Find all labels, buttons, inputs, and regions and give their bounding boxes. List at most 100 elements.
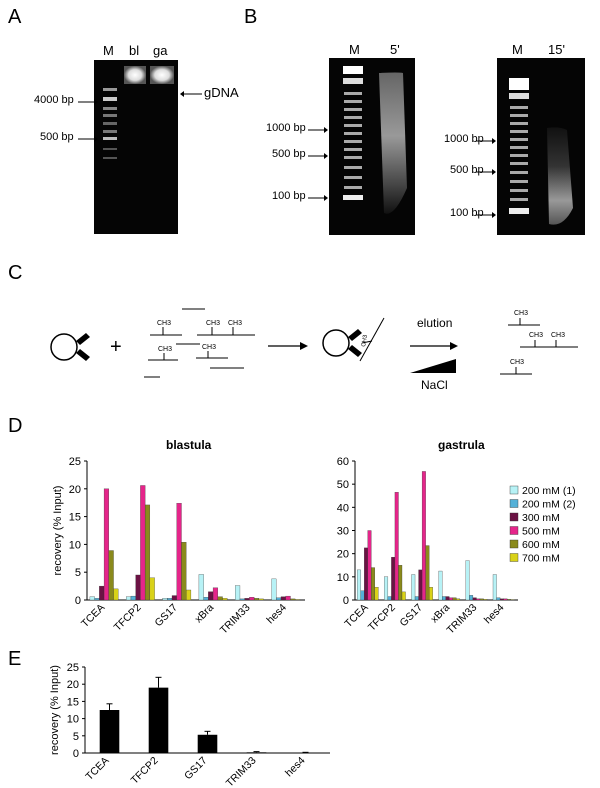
bar [401,591,406,601]
bar [108,550,114,601]
bar [176,503,182,601]
lane-label-m: M [512,42,523,57]
gel-image-b-left [329,58,415,235]
bar [280,596,286,601]
x-tick-label: TCEA [83,755,111,783]
bar [89,596,95,601]
chart-e: 0 5 10 15 20 25 recovery (% Input) TCEA TFCP2 GS1… [49,662,330,788]
ch3-label: CH3 [202,344,216,351]
bar [492,574,497,601]
marker-band [103,157,117,159]
arrow-icon [78,99,98,105]
bar [360,590,365,601]
bar [506,599,511,601]
nacl-label: NaCl [421,378,448,392]
legend-label: 200 mM (2) [522,499,576,511]
marker-band [103,114,117,117]
lane-label-m: M [103,43,114,58]
gel-bands-a [103,66,174,159]
bar [295,599,301,601]
bar [126,596,132,601]
elution-label: elution [417,316,452,330]
y-tick-label: 60 [337,456,349,468]
bar [149,577,155,601]
ch3-label: CH3 [514,310,528,317]
y-tick-label: 10 [67,714,79,726]
arrow-icon [476,138,496,144]
bar [452,597,457,601]
panel-label-a: A [8,6,22,28]
bar [171,595,177,601]
bar [357,569,361,601]
marker-band [103,148,117,150]
legend-label: 200 mM (1) [522,485,576,497]
ladder-bands-group [510,106,528,201]
marker-label-100: 100 bp [450,207,484,219]
panel-label-b: B [244,6,258,28]
ch3-label: CH3 [158,346,172,353]
bar [222,598,228,601]
x-tick-label: TRIM33 [224,755,259,788]
arrow-icon [78,136,98,142]
legend-swatch [509,539,519,549]
y-tick-label: 5 [75,567,81,579]
x-tick-label: xBra [193,602,217,626]
ladder-band [509,78,529,90]
y-tick-label: 25 [67,662,79,674]
marker-label-1000: 1000 bp [444,133,484,145]
y-tick-label: 0 [343,595,349,607]
y-tick-label: 50 [337,479,349,491]
reaction-arrow-icon [268,342,308,350]
marker-label-100: 100 bp [272,190,306,202]
bar [212,587,218,601]
bar [181,542,187,601]
arrow-icon [476,212,496,218]
ladder-bands-group [344,92,362,189]
x-tick-label: hes4 [264,602,289,627]
chart-title-blastula: blastula [166,438,212,452]
marker-band [103,122,117,125]
panel-label-c: C [8,262,23,284]
x-tick-label: TRIM33 [444,602,479,637]
legend-label: 700 mM [522,553,560,565]
bar [113,588,119,601]
y-axis-label: recovery (% Input) [49,665,61,755]
ladder-band [343,66,363,74]
bar [217,596,223,601]
bar [503,598,508,601]
bar [465,560,470,601]
marker-band [103,107,117,110]
bar [253,598,260,601]
marker-label-500: 500 bp [40,131,74,143]
bar [374,587,379,601]
ladder-band [343,78,363,84]
bar [469,595,474,601]
y-tick-label: 15 [69,512,81,524]
gel-bands-b-right [509,78,573,225]
x-tick-label: TRIM33 [218,602,253,637]
x-tick-label: hes4 [482,602,507,627]
bar [198,574,204,601]
bar [235,585,241,601]
bar [144,504,151,601]
dna-smear-15min [547,127,573,225]
bar [258,598,264,601]
legend-label: 600 mM [522,539,560,551]
bar [442,596,446,601]
bar [208,591,214,601]
ladder-band [509,93,529,99]
bar [99,585,105,601]
bar [140,485,146,601]
y-tick-label: 20 [69,484,81,496]
gel-image-b-right [497,58,585,235]
ch3-label: CH3 [510,359,524,366]
bead-antibody-icon [50,333,90,361]
bar [249,597,255,601]
bar [244,598,250,601]
bar [130,595,136,601]
genomic-dna-band-ga [150,66,174,84]
marker-band [103,97,117,101]
bar [496,597,501,601]
lane-label-m: M [349,42,360,57]
